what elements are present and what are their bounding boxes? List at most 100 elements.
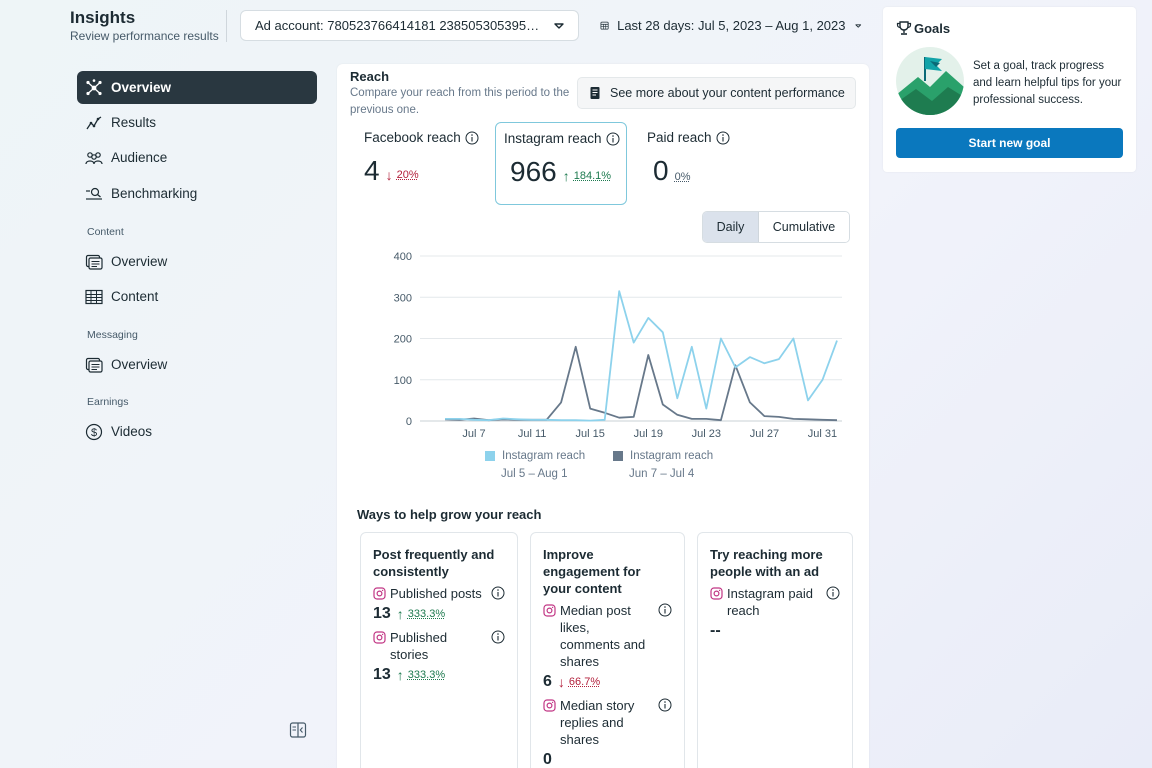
page-subtitle: Review performance results [70, 29, 219, 43]
sidebar-item-label: Overview [111, 80, 172, 95]
sidebar-item-messaging-overview[interactable]: Overview [77, 348, 317, 381]
header-divider [226, 10, 227, 42]
arrow-down-icon: ↓ [385, 167, 393, 183]
metric-change: 20% [396, 169, 419, 181]
benchmarking-search-icon [85, 185, 103, 203]
reach-view-toggle: Daily Cumulative [702, 211, 850, 243]
sidebar-section-messaging: Messaging [87, 329, 138, 341]
legend-period: Jul 5 – Aug 1 [501, 468, 568, 480]
x-tick-label: Jul 27 [750, 428, 779, 440]
instagram-reach-metric[interactable]: Instagram reach 966 ↑ 184.1% [495, 122, 627, 205]
instagram-icon [543, 604, 556, 617]
x-tick-label: Jul 7 [462, 428, 485, 440]
see-more-label: See more about your content performance [610, 86, 845, 100]
legend-label: Instagram reach [630, 450, 714, 462]
info-icon[interactable] [658, 603, 672, 617]
tip-card-post-frequently: Post frequently and consistently Publish… [360, 532, 518, 768]
sidebar-item-label: Videos [111, 424, 153, 439]
goals-title-label: Goals [914, 20, 951, 36]
ad-account-selector[interactable]: Ad account: 780523766414181 238505305395… [240, 10, 579, 41]
reach-description: Compare your reach from this period to t… [350, 87, 570, 116]
tip-metric-label: Published stories [390, 630, 448, 662]
collapse-sidebar-icon[interactable] [289, 721, 307, 739]
cumulative-toggle-button[interactable]: Cumulative [759, 212, 849, 242]
tip-metric-value: 13 [373, 666, 391, 683]
sidebar-item-content[interactable]: Content [77, 280, 317, 313]
sidebar-item-overview[interactable]: Overview [77, 71, 317, 104]
sidebar-item-label: Benchmarking [111, 186, 198, 201]
tip-metric-label: Instagram paid reach [727, 586, 813, 618]
legend-item-previous[interactable]: Instagram reach Jun 7 – Jul 4 [613, 450, 713, 480]
tip-metric-value: -- [710, 622, 721, 639]
sidebar-item-audience[interactable]: Audience [77, 141, 317, 174]
series-line-previous [444, 345, 838, 422]
series-line-current [445, 290, 838, 422]
sidebar-item-benchmarking[interactable]: Benchmarking [77, 177, 317, 210]
goals-description: Set a goal, track progress and learn hel… [973, 60, 1122, 106]
info-icon[interactable] [465, 131, 479, 145]
y-tick-label: 100 [394, 375, 412, 387]
date-range-label: Last 28 days: Jul 5, 2023 – Aug 1, 2023 [617, 18, 846, 33]
tip-card-try-ad: Try reaching more people with an ad Inst… [697, 532, 853, 768]
y-tick-label: 400 [394, 251, 412, 263]
metric-value: 966 [510, 156, 557, 187]
sidebar-item-results[interactable]: Results [77, 106, 317, 139]
sidebar-item-label: Overview [111, 357, 168, 372]
start-new-goal-button[interactable]: Start new goal [896, 128, 1123, 158]
arrow-up-icon: ↑ [562, 168, 570, 184]
legend-item-current[interactable]: Instagram reach Jul 5 – Aug 1 [485, 450, 585, 480]
chevron-down-icon [854, 23, 861, 28]
facebook-reach-metric[interactable]: Facebook reach 4 ↓ 20% [356, 122, 486, 205]
x-tick-label: Jul 19 [634, 428, 663, 440]
tip-card-title: Post frequently and consistently [373, 547, 495, 579]
chevron-down-icon [554, 22, 564, 29]
metric-change: 0% [674, 171, 691, 183]
metric-label: Facebook reach [364, 130, 461, 145]
trophy-icon [896, 21, 912, 35]
sidebar-item-label: Overview [111, 254, 168, 269]
metric-label: Paid reach [647, 130, 712, 145]
sidebar-item-label: Audience [111, 150, 168, 165]
content-table-icon [85, 288, 103, 306]
sidebar-item-videos[interactable]: $ Videos [77, 415, 317, 448]
instagram-icon [710, 587, 723, 600]
goal-flag-illustration [896, 47, 964, 115]
y-tick-label: 200 [394, 334, 412, 346]
paid-reach-metric[interactable]: Paid reach 0 0% [639, 122, 759, 205]
date-range-selector[interactable]: Last 28 days: Jul 5, 2023 – Aug 1, 2023 [600, 10, 862, 41]
grow-reach-title: Ways to help grow your reach [357, 507, 542, 522]
results-trend-icon [85, 114, 103, 132]
ad-account-label: Ad account: 780523766414181 238505305395… [255, 18, 544, 33]
x-tick-label: Jul 23 [692, 428, 721, 440]
info-icon[interactable] [826, 586, 840, 600]
daily-toggle-button[interactable]: Daily [703, 212, 759, 242]
document-icon [590, 87, 600, 99]
svg-text:$: $ [91, 427, 97, 439]
legend-swatch [613, 451, 623, 461]
info-icon[interactable] [491, 630, 505, 644]
tip-metric-value: 6 [543, 673, 552, 690]
audience-people-icon [85, 149, 103, 167]
overview-network-icon [85, 78, 103, 97]
content-overview-icon [85, 253, 103, 271]
info-icon[interactable] [606, 132, 620, 146]
arrow-down-icon: ↓ [557, 674, 565, 690]
dollar-circle-icon: $ [85, 423, 103, 441]
sidebar-item-content-overview[interactable]: Overview [77, 245, 317, 278]
messaging-overview-icon [85, 356, 103, 374]
tip-metric-label: Published posts [390, 586, 482, 601]
info-icon[interactable] [491, 586, 505, 600]
metric-change: 184.1% [573, 170, 612, 182]
info-icon[interactable] [658, 698, 672, 712]
tip-metric-value: 13 [373, 605, 391, 622]
reach-title: Reach [350, 69, 390, 84]
legend-period: Jun 7 – Jul 4 [629, 468, 695, 480]
info-icon[interactable] [716, 131, 730, 145]
tip-metric-change: 333.3% [407, 608, 446, 620]
instagram-icon [373, 587, 386, 600]
x-tick-label: Jul 15 [576, 428, 605, 440]
see-more-content-button[interactable]: See more about your content performance [577, 77, 856, 109]
tip-card-title: Improve engagement for your content [543, 547, 641, 596]
tip-metric-label: Median story replies and shares [560, 698, 635, 747]
x-tick-label: Jul 31 [808, 428, 837, 440]
